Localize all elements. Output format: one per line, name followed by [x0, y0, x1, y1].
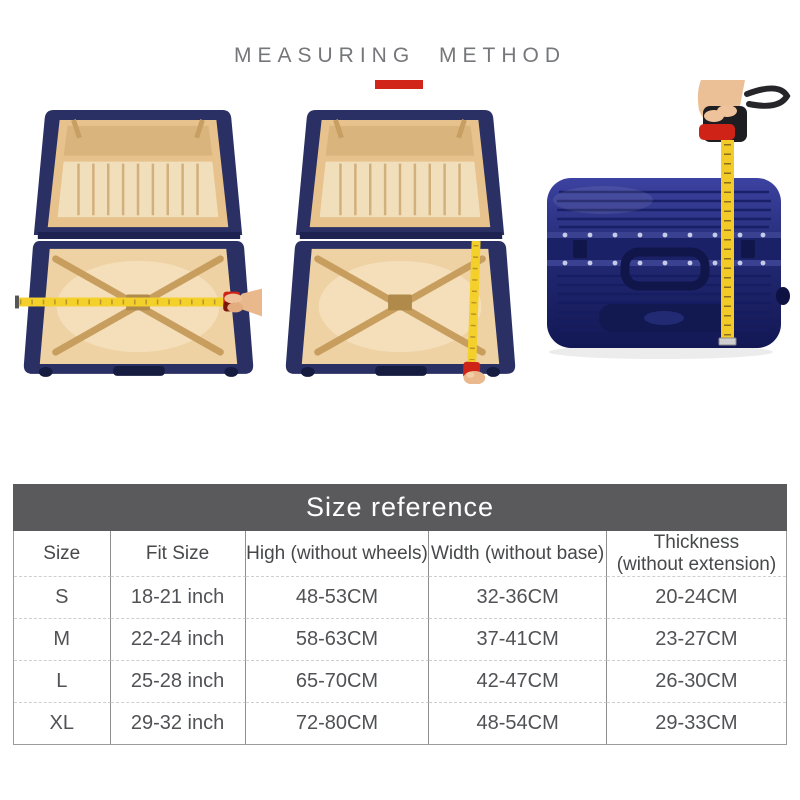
thickness-label-line1: Thickness — [653, 532, 740, 554]
cell-s-thickness: 20-24CM — [606, 576, 786, 618]
header-cell-width: Width (without base) — [429, 531, 607, 576]
hand-holding-tape-measure — [697, 80, 791, 142]
cell-xl-thickness: 29-33CM — [606, 702, 786, 744]
cell-m-high: 58-63CM — [245, 618, 430, 660]
cell-s-high: 48-53CM — [245, 576, 430, 618]
header-cell-size: Size — [14, 531, 111, 576]
cell-xl-fit: 29-32 inch — [110, 702, 246, 744]
open-suitcase-width-illustration — [14, 110, 262, 377]
cell-xl-high: 72-80CM — [245, 702, 430, 744]
cell-xl-size: XL — [14, 702, 111, 744]
rivets — [562, 232, 766, 266]
cell-l-high: 65-70CM — [245, 660, 430, 702]
hand-holding-tape — [463, 370, 486, 384]
page-title: MEASURING METHOD — [233, 44, 566, 67]
cell-s-size: S — [14, 576, 111, 618]
hand-holding-tape — [224, 288, 262, 317]
open-suitcase-width-measure-photo — [14, 96, 262, 384]
cell-s-width: 32-36CM — [429, 576, 607, 618]
title-underline-bar — [375, 80, 423, 89]
open-suitcase-depth-illustration — [285, 110, 516, 384]
cell-s-fit: 18-21 inch — [110, 576, 246, 618]
cell-l-thickness: 26-30CM — [606, 660, 786, 702]
size-reference-table: Size reference Size Fit Size High (witho… — [13, 484, 787, 745]
cell-m-size: M — [14, 618, 111, 660]
closed-suitcase-height-measure-photo — [533, 80, 795, 390]
closed-suitcase-illustration — [547, 80, 791, 359]
cell-l-width: 42-47CM — [429, 660, 607, 702]
header-cell-fit-size: Fit Size — [111, 531, 246, 576]
cell-m-fit: 22-24 inch — [110, 618, 246, 660]
open-suitcase-depth-measure-photo — [276, 96, 524, 384]
cell-xl-width: 48-54CM — [429, 702, 607, 744]
measuring-tape-vertical — [718, 140, 737, 346]
header-cell-thickness: Thickness (without extension) — [607, 531, 786, 576]
thickness-label-line2: (without extension) — [616, 553, 777, 575]
cell-m-thickness: 23-27CM — [606, 618, 786, 660]
table-grid: Size Fit Size High (without wheels) Widt… — [13, 531, 787, 745]
cell-l-size: L — [14, 660, 111, 702]
cell-l-fit: 25-28 inch — [110, 660, 246, 702]
table-title: Size reference — [13, 484, 787, 531]
header-cell-high: High (without wheels) — [246, 531, 430, 576]
cell-m-width: 37-41CM — [429, 618, 607, 660]
suitcase-handle — [620, 247, 710, 291]
